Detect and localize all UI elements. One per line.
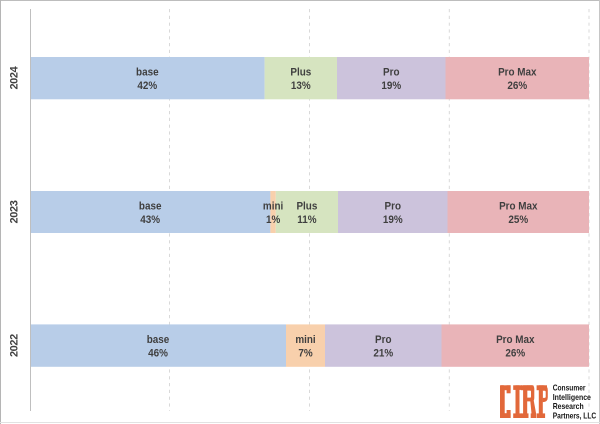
svg-text:11%: 11% <box>297 215 317 227</box>
svg-text:2022: 2022 <box>9 334 21 357</box>
svg-text:base: base <box>147 335 170 347</box>
svg-text:mini: mini <box>263 201 283 213</box>
svg-text:13%: 13% <box>291 81 311 93</box>
svg-text:21%: 21% <box>373 348 393 360</box>
svg-text:7%: 7% <box>298 348 313 360</box>
svg-text:Plus: Plus <box>296 201 317 213</box>
svg-text:Intelligence: Intelligence <box>553 393 591 403</box>
svg-text:Pro Max: Pro Max <box>498 67 537 79</box>
svg-text:Plus: Plus <box>290 67 311 79</box>
svg-text:Partners, LLC: Partners, LLC <box>553 411 597 421</box>
svg-text:Pro: Pro <box>375 335 391 347</box>
svg-text:base: base <box>139 201 162 213</box>
svg-text:Pro: Pro <box>385 201 401 213</box>
svg-text:Pro Max: Pro Max <box>496 335 535 347</box>
svg-text:1%: 1% <box>266 215 281 227</box>
svg-text:base: base <box>136 67 159 79</box>
svg-text:Pro Max: Pro Max <box>499 201 538 213</box>
svg-text:mini: mini <box>295 335 315 347</box>
svg-text:2024: 2024 <box>9 65 21 89</box>
svg-text:26%: 26% <box>505 348 525 360</box>
svg-text:Research: Research <box>553 401 584 411</box>
svg-text:19%: 19% <box>381 81 401 93</box>
svg-text:2023: 2023 <box>9 200 21 223</box>
svg-text:43%: 43% <box>140 215 160 227</box>
svg-text:25%: 25% <box>508 215 528 227</box>
svg-text:42%: 42% <box>137 81 157 93</box>
svg-text:Pro: Pro <box>383 67 399 79</box>
svg-text:46%: 46% <box>148 348 168 360</box>
svg-text:19%: 19% <box>383 215 403 227</box>
svg-text:26%: 26% <box>507 81 527 93</box>
svg-text:Consumer: Consumer <box>553 383 586 393</box>
